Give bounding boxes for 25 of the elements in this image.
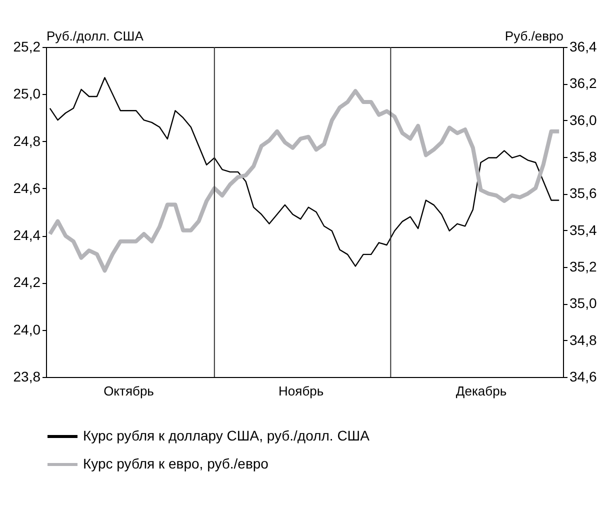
y2-tick-label: 36,0	[570, 112, 597, 128]
y2-tick-label: 35,6	[570, 185, 597, 202]
x-tick-label: Октябрь	[104, 384, 154, 398]
y2-tick-label: 36,2	[570, 75, 597, 92]
y2-tick-label: 34,6	[570, 368, 597, 384]
y-tick-label: 23,8	[13, 368, 41, 384]
y2-tick-label: 35,4	[570, 222, 597, 238]
y2-axis-title: Руб./евро	[504, 28, 564, 44]
legend-label: Курс рубля к евро, руб./евро	[83, 456, 269, 472]
y-axis-title: Руб./долл. США	[46, 28, 144, 44]
x-tick-label: Ноябрь	[278, 384, 324, 398]
legend-label: Курс рубля к доллару США, руб./долл. США	[83, 428, 370, 444]
y-tick-label: 24,4	[13, 227, 41, 244]
y-tick-label: 24,2	[13, 274, 41, 290]
y-tick-label: 25,0	[13, 86, 41, 102]
x-tick-label: Декабрь	[456, 384, 507, 398]
y2-tick-label: 35,2	[570, 258, 597, 274]
y-tick-label: 24,6	[13, 180, 41, 196]
y-tick-label: 24,8	[13, 132, 41, 149]
y2-tick-label: 35,8	[570, 148, 597, 164]
y2-tick-label: 35,0	[570, 295, 597, 312]
y2-tick-label: 36,4	[570, 38, 597, 54]
y-tick-label: 25,2	[13, 38, 41, 54]
y-tick-label: 24,0	[13, 321, 41, 338]
y2-tick-label: 34,8	[570, 332, 597, 348]
